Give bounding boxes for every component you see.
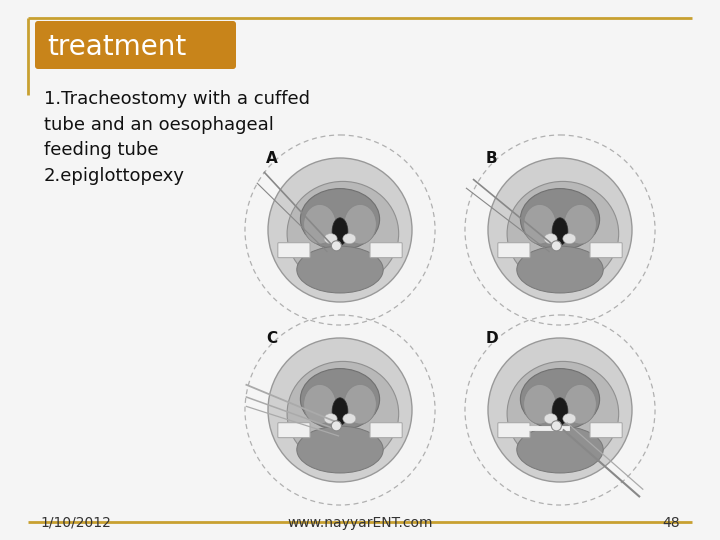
Ellipse shape bbox=[304, 205, 336, 244]
Ellipse shape bbox=[507, 181, 618, 286]
Text: B: B bbox=[486, 151, 498, 166]
Circle shape bbox=[488, 338, 632, 482]
Ellipse shape bbox=[517, 246, 603, 293]
Ellipse shape bbox=[343, 234, 356, 244]
Circle shape bbox=[268, 338, 412, 482]
Text: C: C bbox=[266, 331, 277, 346]
Ellipse shape bbox=[300, 188, 379, 250]
Text: D: D bbox=[485, 331, 498, 346]
Circle shape bbox=[331, 241, 341, 251]
FancyBboxPatch shape bbox=[590, 242, 622, 258]
FancyBboxPatch shape bbox=[278, 423, 310, 437]
Ellipse shape bbox=[564, 205, 596, 244]
Ellipse shape bbox=[552, 218, 568, 245]
FancyBboxPatch shape bbox=[370, 423, 402, 437]
Circle shape bbox=[488, 158, 632, 302]
Circle shape bbox=[331, 421, 341, 431]
Ellipse shape bbox=[564, 384, 596, 424]
Circle shape bbox=[268, 158, 412, 302]
Text: 48: 48 bbox=[662, 516, 680, 530]
Ellipse shape bbox=[544, 414, 557, 424]
Ellipse shape bbox=[324, 234, 337, 244]
FancyBboxPatch shape bbox=[498, 423, 530, 437]
Ellipse shape bbox=[304, 384, 336, 424]
Text: 1/10/2012: 1/10/2012 bbox=[40, 516, 111, 530]
Circle shape bbox=[552, 241, 562, 251]
Circle shape bbox=[552, 421, 562, 431]
Ellipse shape bbox=[563, 414, 576, 424]
Ellipse shape bbox=[517, 426, 603, 473]
Ellipse shape bbox=[521, 369, 600, 430]
Ellipse shape bbox=[523, 384, 556, 424]
Ellipse shape bbox=[297, 426, 383, 473]
FancyBboxPatch shape bbox=[370, 242, 402, 258]
Ellipse shape bbox=[332, 398, 348, 425]
FancyBboxPatch shape bbox=[498, 242, 530, 258]
Ellipse shape bbox=[544, 234, 557, 244]
Ellipse shape bbox=[344, 384, 377, 424]
Text: www.nayyarENT.com: www.nayyarENT.com bbox=[287, 516, 433, 530]
Ellipse shape bbox=[300, 369, 379, 430]
Ellipse shape bbox=[507, 361, 618, 466]
Ellipse shape bbox=[563, 234, 576, 244]
Text: treatment: treatment bbox=[47, 33, 186, 61]
Ellipse shape bbox=[344, 205, 377, 244]
Ellipse shape bbox=[287, 181, 399, 286]
FancyBboxPatch shape bbox=[278, 242, 310, 258]
Ellipse shape bbox=[332, 218, 348, 245]
Text: A: A bbox=[266, 151, 277, 166]
Text: 1.Tracheostomy with a cuffed
tube and an oesophageal
feeding tube
2.epiglottopex: 1.Tracheostomy with a cuffed tube and an… bbox=[44, 90, 310, 185]
FancyBboxPatch shape bbox=[35, 21, 236, 69]
Ellipse shape bbox=[343, 414, 356, 424]
FancyBboxPatch shape bbox=[590, 423, 622, 437]
Ellipse shape bbox=[552, 398, 568, 425]
Ellipse shape bbox=[324, 414, 337, 424]
Ellipse shape bbox=[297, 246, 383, 293]
Ellipse shape bbox=[523, 205, 556, 244]
Ellipse shape bbox=[521, 188, 600, 250]
Ellipse shape bbox=[287, 361, 399, 466]
